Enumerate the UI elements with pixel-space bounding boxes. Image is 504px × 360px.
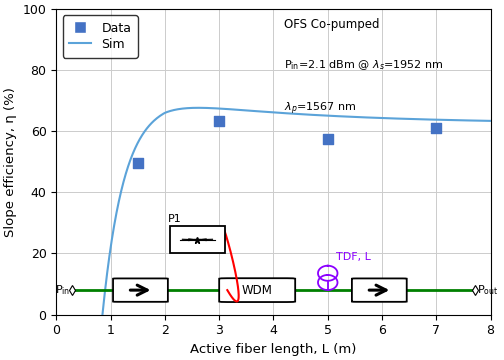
Text: WDM: WDM <box>242 284 273 297</box>
Text: P$_\mathregular{in}$: P$_\mathregular{in}$ <box>54 283 70 297</box>
FancyBboxPatch shape <box>170 226 225 253</box>
Point <box>324 136 332 142</box>
Text: P1: P1 <box>168 215 181 225</box>
Text: P$_\mathregular{out}$: P$_\mathregular{out}$ <box>477 283 498 297</box>
Text: TDF, L: TDF, L <box>336 252 371 262</box>
Point <box>215 118 223 123</box>
X-axis label: Active fiber length, L (m): Active fiber length, L (m) <box>191 343 357 356</box>
Point <box>432 125 440 131</box>
Point <box>134 161 142 166</box>
Text: P$_\mathregular{in}$=2.1 dBm @ $\lambda_s$=1952 nm: P$_\mathregular{in}$=2.1 dBm @ $\lambda_… <box>284 58 444 72</box>
Text: OFS Co-pumped: OFS Co-pumped <box>284 18 380 31</box>
FancyBboxPatch shape <box>219 278 295 302</box>
FancyBboxPatch shape <box>113 278 168 302</box>
Text: $\lambda_p$=1567 nm: $\lambda_p$=1567 nm <box>284 101 357 117</box>
Y-axis label: Slope efficiency, η (%): Slope efficiency, η (%) <box>4 87 17 237</box>
Legend: Data, Sim: Data, Sim <box>62 15 138 58</box>
FancyBboxPatch shape <box>352 278 407 302</box>
